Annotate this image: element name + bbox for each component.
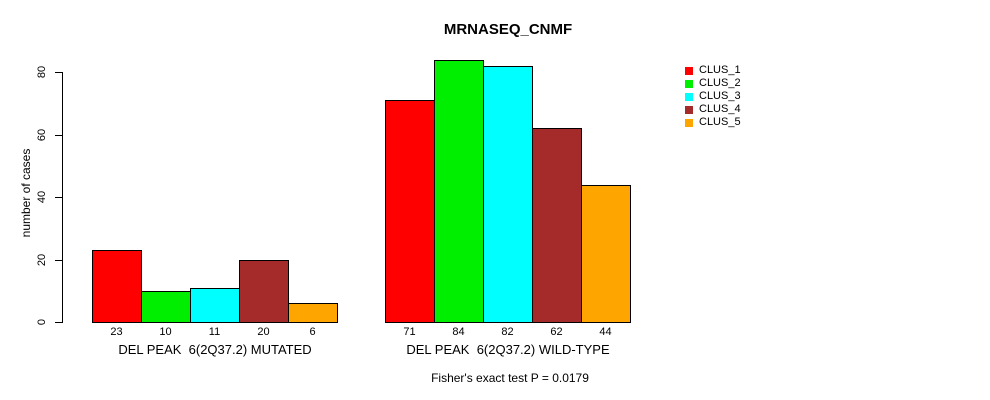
legend-row: CLUS_3 — [685, 90, 741, 103]
legend-swatch-clus_3 — [685, 92, 693, 101]
legend-row: CLUS_2 — [685, 77, 741, 90]
bar-wild-type-clus_3 — [483, 65, 533, 323]
bar-mutated-clus_1 — [92, 250, 142, 323]
y-axis-tick — [55, 72, 62, 73]
y-axis-tick — [55, 197, 62, 198]
legend-label: CLUS_5 — [699, 116, 741, 128]
bar-wild-type-clus_5 — [581, 184, 631, 323]
legend-label: CLUS_2 — [699, 77, 741, 89]
bar-wild-type-clus_2 — [434, 59, 484, 323]
legend-swatch-clus_2 — [685, 79, 693, 88]
y-axis-tick-label: 80 — [36, 65, 48, 79]
y-axis-tick — [55, 259, 62, 261]
legend-row: CLUS_1 — [685, 64, 741, 77]
footer-annotation: Fisher's exact test P = 0.0179 — [431, 371, 589, 385]
y-axis-tick-label: 40 — [36, 190, 48, 204]
bar-value-label: 71 — [403, 326, 416, 338]
legend-row: CLUS_5 — [685, 116, 741, 129]
bar-mutated-clus_4 — [239, 259, 289, 323]
bar-wild-type-clus_4 — [532, 128, 582, 323]
bar-wild-type-clus_1 — [385, 100, 435, 323]
bar-mutated-clus_3 — [190, 287, 240, 323]
bar-value-label: 23 — [110, 326, 123, 338]
legend-label: CLUS_3 — [699, 90, 741, 102]
legend-row: CLUS_4 — [685, 103, 741, 116]
bar-mutated-clus_2 — [141, 290, 191, 323]
y-axis-tick-label: 0 — [36, 318, 48, 326]
legend-label: CLUS_4 — [699, 103, 741, 115]
bar-value-label: 10 — [159, 326, 172, 338]
bar-mutated-clus_5 — [288, 303, 338, 323]
y-axis-tick-label: 60 — [36, 128, 48, 141]
bar-value-label: 11 — [208, 326, 221, 338]
legend-swatch-clus_1 — [685, 66, 693, 75]
legend-swatch-clus_5 — [685, 118, 693, 127]
bar-value-label: 44 — [599, 326, 612, 338]
y-axis-line — [62, 72, 63, 323]
bar-value-label: 20 — [257, 326, 270, 338]
bar-value-label: 62 — [550, 326, 563, 338]
y-axis-label: number of cases — [19, 148, 33, 238]
chart-title: MRNASEQ_CNMF — [443, 21, 573, 38]
legend-label: CLUS_1 — [699, 64, 741, 76]
bar-value-label: 84 — [452, 326, 465, 338]
group-label-mutated: DEL PEAK 6(2Q37.2) MUTATED — [118, 342, 312, 357]
legend-swatch-clus_4 — [685, 105, 693, 114]
bar-value-label: 6 — [309, 326, 316, 338]
bar-value-label: 82 — [501, 326, 514, 338]
y-axis-tick — [55, 134, 62, 136]
y-axis-tick-label: 20 — [36, 253, 48, 266]
legend: CLUS_1 CLUS_2 CLUS_3 CLUS_4 CLUS_5 — [685, 64, 741, 129]
y-axis-tick — [55, 322, 62, 323]
group-label-wild-type: DEL PEAK 6(2Q37.2) WILD-TYPE — [406, 342, 610, 357]
